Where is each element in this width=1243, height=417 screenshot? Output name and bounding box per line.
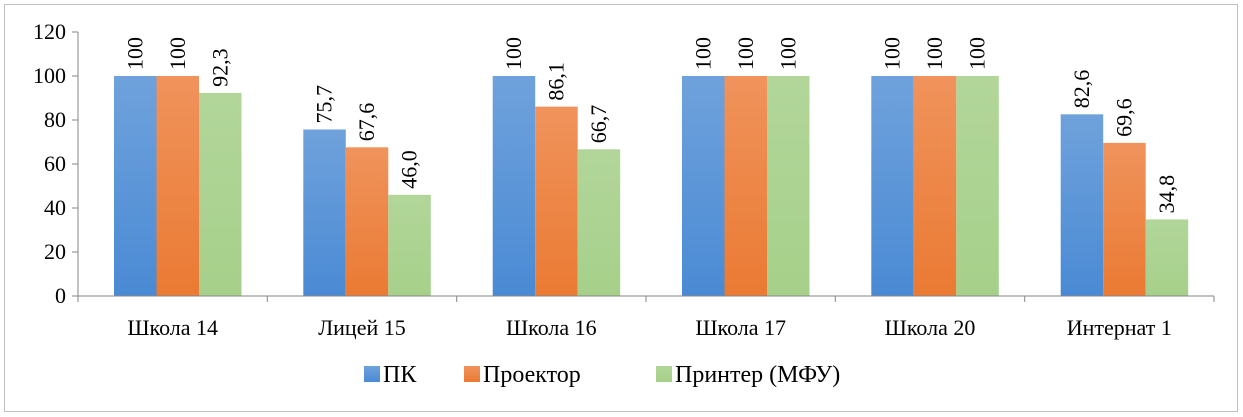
legend-label: Принтер (МФУ) bbox=[675, 362, 840, 388]
legend-swatch bbox=[656, 366, 672, 382]
legend-label: ПК bbox=[383, 362, 417, 388]
data-label: 66,7 bbox=[586, 105, 611, 144]
data-label: 100 bbox=[501, 37, 526, 70]
axes-group: Школа 14 Лицей 15 Школа 16 Школа 17 Школа 20… bbox=[33, 19, 1215, 340]
bar-Проектор-Интернат 1 bbox=[1103, 142, 1146, 296]
bar-Проектор-Школа 17 bbox=[724, 76, 767, 296]
y-tick-label: 80 bbox=[44, 107, 66, 132]
y-tick-label: 20 bbox=[44, 239, 66, 264]
data-label: 100 bbox=[965, 37, 990, 70]
data-label: 100 bbox=[122, 37, 147, 70]
legend-swatch bbox=[364, 366, 380, 382]
data-label: 46,0 bbox=[397, 150, 422, 189]
bars-group bbox=[114, 76, 1189, 297]
x-tick-label: Интернат 1 bbox=[1067, 315, 1172, 340]
x-tick-label: Школа 17 bbox=[695, 315, 786, 340]
y-tick-label: 60 bbox=[44, 151, 66, 176]
bar-Проектор-Школа 16 bbox=[535, 106, 578, 296]
data-label: 67,6 bbox=[354, 103, 379, 142]
legend: ПК Проектор Принтер (МФУ) bbox=[364, 362, 840, 388]
bar-ПК-Школа 17 bbox=[682, 76, 725, 296]
bar-ПК-Школа 14 bbox=[114, 76, 157, 296]
data-label: 69,6 bbox=[1111, 98, 1136, 137]
bar-Проектор-Лицей 15 bbox=[345, 147, 389, 296]
bar-ПК-Школа 16 bbox=[492, 76, 536, 296]
bar-Проектор-Школа 14 bbox=[156, 76, 199, 296]
bar-ПК-Интернат 1 bbox=[1060, 114, 1104, 296]
bar-ПК-Лицей 15 bbox=[303, 129, 346, 296]
y-tick-label: 100 bbox=[33, 63, 66, 88]
data-labels-group: 100 100 92,3 75,7 67,6 46,0 100 86,1 66,7 100 100 1… bbox=[122, 37, 1179, 213]
data-label: 86,1 bbox=[543, 62, 568, 101]
y-tick-label: 120 bbox=[33, 19, 66, 44]
x-tick-label: Лицей 15 bbox=[318, 315, 406, 340]
data-label: 100 bbox=[880, 37, 905, 70]
x-tick-label: Школа 20 bbox=[885, 315, 976, 340]
bar-Принтер (МФУ)-Лицей 15 bbox=[388, 194, 431, 296]
data-label: 100 bbox=[922, 37, 947, 70]
legend-swatch bbox=[464, 366, 480, 382]
bar-ПК-Школа 20 bbox=[871, 76, 914, 296]
y-tick-label: 40 bbox=[44, 195, 66, 220]
bar-Проектор-Школа 20 bbox=[913, 76, 957, 296]
x-tick-label: Школа 14 bbox=[127, 315, 218, 340]
data-label: 100 bbox=[690, 37, 715, 70]
x-tick-label: Школа 16 bbox=[506, 315, 597, 340]
data-label: 92,3 bbox=[207, 48, 232, 86]
data-label: 75,7 bbox=[312, 85, 337, 124]
data-label: 100 bbox=[165, 37, 190, 70]
data-label: 82,6 bbox=[1069, 70, 1094, 109]
data-label: 34,8 bbox=[1154, 175, 1179, 214]
bar-Принтер (МФУ)-Школа 20 bbox=[956, 76, 999, 296]
bar-Принтер (МФУ)-Школа 17 bbox=[767, 76, 810, 296]
data-label: 100 bbox=[733, 37, 758, 70]
bar-Принтер (МФУ)-Школа 16 bbox=[577, 149, 621, 296]
bar-Принтер (МФУ)-Интернат 1 bbox=[1145, 219, 1189, 296]
legend-label: Проектор bbox=[483, 362, 581, 388]
bar-Принтер (МФУ)-Школа 14 bbox=[199, 92, 242, 297]
y-tick-label: 0 bbox=[55, 283, 66, 308]
data-label: 100 bbox=[775, 37, 800, 70]
